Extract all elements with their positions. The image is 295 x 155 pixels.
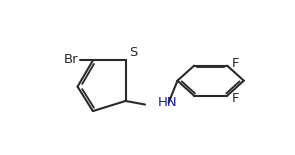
Text: Br: Br <box>63 53 78 66</box>
Text: HN: HN <box>158 96 177 109</box>
Text: F: F <box>231 57 239 70</box>
Text: F: F <box>231 92 239 104</box>
Text: S: S <box>129 46 137 59</box>
